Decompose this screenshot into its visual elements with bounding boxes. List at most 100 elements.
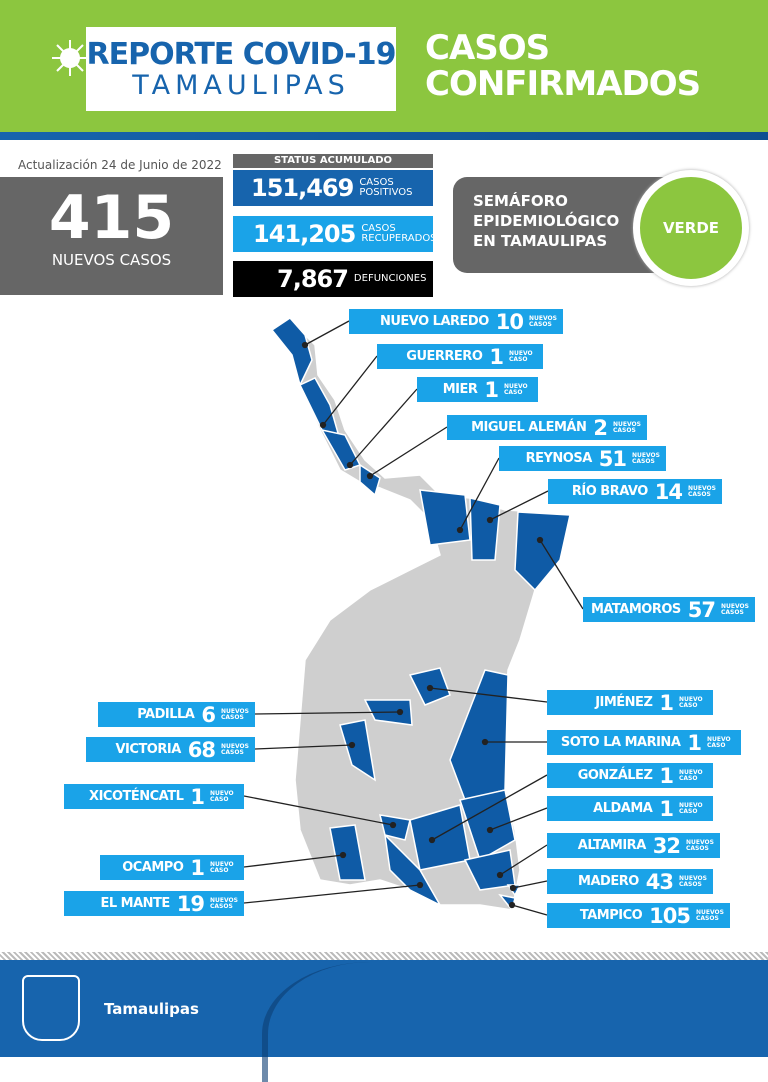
case-count: 57 xyxy=(687,597,716,622)
leader-dot xyxy=(508,901,516,909)
leader-dot xyxy=(319,421,327,429)
leader-dot xyxy=(536,536,544,544)
leader-dot xyxy=(348,741,356,749)
case-count: 1 xyxy=(484,377,499,402)
new-cases-box: 415 NUEVOS CASOS xyxy=(0,177,223,295)
leader-dot xyxy=(426,684,434,692)
case-suffix: NUEVOS CASOS xyxy=(529,314,557,328)
update-date: Actualización 24 de Junio de 2022 xyxy=(18,158,222,172)
municipality-label: REYNOSA 51 NUEVOS CASOS xyxy=(499,446,666,471)
case-count: 1 xyxy=(659,690,674,715)
case-count: 43 xyxy=(645,869,674,894)
leader-line xyxy=(349,388,418,466)
status-deaths: 7,867 DEFUNCIONES xyxy=(233,261,433,297)
municipality-name: SOTO LA MARINA xyxy=(560,735,681,750)
leader-line xyxy=(243,795,394,826)
case-count: 6 xyxy=(201,702,216,727)
municipality-label: MIGUEL ALEMÁN 2 NUEVOS CASOS xyxy=(447,415,647,440)
case-suffix: NUEVOS CASOS xyxy=(679,874,707,888)
case-suffix: NUEVOS CASOS xyxy=(221,742,249,756)
case-suffix: NUEVO CASO xyxy=(679,695,703,709)
case-count: 1 xyxy=(687,730,702,755)
municipality-label: GUERRERO 1 NUEVO CASO xyxy=(377,344,543,369)
region-xicotencatl xyxy=(378,814,411,841)
leader-line xyxy=(459,457,500,531)
section-title: CASOS CONFIRMADOS xyxy=(425,28,701,104)
case-suffix: NUEVOS CASOS xyxy=(686,838,714,852)
case-suffix: NUEVO CASO xyxy=(679,801,703,815)
case-suffix: NUEVO CASO xyxy=(679,768,703,782)
region-aldama xyxy=(459,789,516,862)
case-count: 1 xyxy=(659,796,674,821)
municipality-name: XICOTÉNCATL xyxy=(89,789,184,804)
status-recovered: 141,205 CASOS RECUPERADOS xyxy=(233,216,437,252)
leader-dot xyxy=(509,884,517,892)
region-ocampo xyxy=(329,824,366,881)
municipality-label: OCAMPO 1 NUEVO CASO xyxy=(100,855,244,880)
leader-dot xyxy=(486,516,494,524)
leader-line xyxy=(489,490,549,521)
municipality-label: PADILLA 6 NUEVOS CASOS xyxy=(98,702,255,727)
region-guerrero xyxy=(298,377,342,442)
leader-line xyxy=(539,539,584,610)
municipality-name: EL MANTE xyxy=(100,896,170,911)
case-count: 51 xyxy=(598,446,627,471)
case-count: 1 xyxy=(489,344,504,369)
leader-line xyxy=(429,687,548,703)
leader-dot xyxy=(396,708,404,716)
region-matamoros xyxy=(514,511,571,592)
case-count: 32 xyxy=(652,833,681,858)
case-suffix: NUEVOS CASOS xyxy=(632,451,660,465)
municipality-label: XICOTÉNCATL 1 NUEVO CASO xyxy=(64,784,244,809)
municipality-name: RÍO BRAVO xyxy=(571,484,648,499)
footer-hatch xyxy=(0,952,768,962)
report-title: REPORTE COVID-19 TAMAULIPAS xyxy=(86,27,397,111)
municipality-label: TAMPICO 105 NUEVOS CASOS xyxy=(547,903,730,928)
municipality-name: PADILLA xyxy=(137,707,195,722)
case-count: 1 xyxy=(659,763,674,788)
leader-line xyxy=(243,884,421,904)
municipality-name: ALDAMA xyxy=(593,801,653,816)
leader-dot xyxy=(339,851,347,859)
municipality-label: JIMÉNEZ 1 NUEVO CASO xyxy=(547,690,713,715)
leader-line xyxy=(431,774,548,841)
case-count: 1 xyxy=(190,784,205,809)
municipality-name: MIER xyxy=(442,382,478,397)
municipality-label: GONZÁLEZ 1 NUEVO CASO xyxy=(547,763,713,788)
leader-dot xyxy=(366,472,374,480)
leader-line xyxy=(322,355,378,426)
case-suffix: NUEVO CASO xyxy=(509,349,533,363)
region-nuevo-laredo xyxy=(270,317,313,388)
case-count: 2 xyxy=(593,415,608,440)
municipality-name: MADERO xyxy=(578,874,639,889)
region-el-mante xyxy=(383,832,442,907)
municipality-label: MIER 1 NUEVO CASO xyxy=(417,377,538,402)
region-victoria xyxy=(339,719,377,782)
municipality-label: ALDAMA 1 NUEVO CASO xyxy=(547,796,713,821)
tamaulipas-map xyxy=(243,317,584,916)
leader-dot xyxy=(496,871,504,879)
leader-line xyxy=(254,711,401,715)
case-suffix: NUEVOS CASOS xyxy=(210,896,238,910)
case-suffix: NUEVO CASO xyxy=(210,789,234,803)
municipality-name: OCAMPO xyxy=(122,860,184,875)
virus-icon xyxy=(52,40,88,76)
leader-dot xyxy=(346,461,354,469)
municipality-name: JIMÉNEZ xyxy=(595,695,653,710)
leader-line xyxy=(369,426,448,477)
case-count: 14 xyxy=(654,479,683,504)
leader-dot xyxy=(301,341,309,349)
leader-dot xyxy=(389,821,397,829)
municipality-name: TAMPICO xyxy=(579,908,643,923)
municipality-label: EL MANTE 19 NUEVOS CASOS xyxy=(64,891,244,916)
case-count: 19 xyxy=(176,891,205,916)
header-stripe xyxy=(0,132,768,140)
leader-dot xyxy=(456,526,464,534)
status-heading: STATUS ACUMULADO xyxy=(233,154,433,168)
municipality-name: GONZÁLEZ xyxy=(577,768,653,783)
leader-line xyxy=(512,880,548,889)
case-suffix: NUEVOS CASOS xyxy=(721,602,749,616)
header-banner: REPORTE COVID-19 TAMAULIPAS CASOS CONFIRM… xyxy=(0,0,768,132)
leader-dot xyxy=(416,881,424,889)
semaforo-level: VERDE xyxy=(633,170,749,286)
